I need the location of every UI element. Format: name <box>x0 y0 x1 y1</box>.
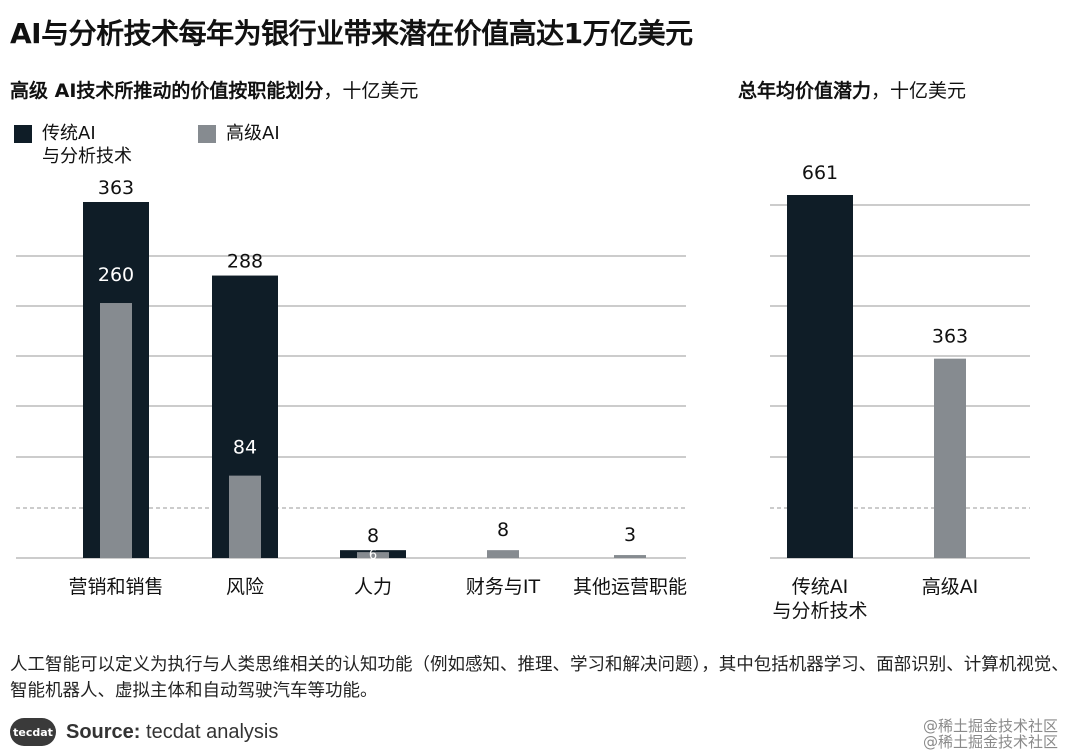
bar-advanced-0 <box>100 303 132 558</box>
legend-swatch-advanced <box>198 125 216 143</box>
label-total-0: 661 <box>802 162 838 184</box>
label-advanced-2: 6 <box>369 548 377 563</box>
bar-advanced-3 <box>487 550 519 558</box>
watermark-line-1: @稀土掘金技术社区 <box>922 717 1058 735</box>
right-subtitle-bold: 总年均价值潜力 <box>738 80 872 102</box>
source-value: tecdat analysis <box>146 720 279 743</box>
legend-label-traditional: 传统AI 与分析技术 <box>42 123 132 167</box>
watermark: @稀土掘金技术社区 @稀土掘金技术社区 <box>923 718 1058 750</box>
source-label: Source: <box>66 720 141 743</box>
label-traditional-1: 288 <box>227 251 263 273</box>
left-subtitle-bold: 高级 AI技术所推动的价值按职能划分 <box>10 80 324 102</box>
tecdat-logo: tecdat <box>10 718 56 746</box>
bar-advanced-2 <box>357 552 389 558</box>
category-label-0: 营销和销售 <box>68 576 163 598</box>
left-subtitle-unit: ，十亿美元 <box>323 80 419 102</box>
source-row: tecdat Source: tecdat analysis <box>10 718 278 746</box>
total-category-label-0: 传统AI 与分析技术 <box>772 576 867 622</box>
legend-item-advanced: 高级AI <box>198 122 280 145</box>
right-chart-subtitle: 总年均价值潜力，十亿美元 <box>738 76 966 103</box>
legend-label-advanced: 高级AI <box>226 123 280 144</box>
total-category-label-1: 高级AI <box>922 576 979 598</box>
label-advanced-1: 84 <box>233 437 257 459</box>
source-text: Source: tecdat analysis <box>66 721 278 744</box>
watermark-line-2: @稀土掘金技术社区 <box>922 733 1058 751</box>
bar-advanced-4 <box>614 555 646 558</box>
right-subtitle-unit: ，十亿美元 <box>871 80 967 102</box>
label-total-1: 363 <box>932 326 968 348</box>
category-label-4: 其他运营职能 <box>573 576 687 598</box>
bar-total-1 <box>934 358 966 558</box>
category-label-2: 人力 <box>354 576 392 598</box>
category-label-3: 财务与IT <box>466 576 541 598</box>
label-traditional-0: 363 <box>98 177 134 199</box>
footnote: 人工智能可以定义为执行与人类思维相关的认知功能（例如感知、推理、学习和解决问题）… <box>10 655 1069 701</box>
label-advanced-3: 8 <box>497 519 509 541</box>
legend-item-traditional: 传统AI 与分析技术 <box>14 122 184 168</box>
label-advanced-4: 3 <box>624 524 636 546</box>
label-traditional-2: 8 <box>367 525 379 547</box>
label-advanced-0: 260 <box>98 264 134 286</box>
charts-canvas: 363260营销和销售28884风险86人力8财务与IT3其他运营职能661传统… <box>16 162 1030 622</box>
category-label-1: 风险 <box>226 576 264 598</box>
bar-advanced-1 <box>229 475 261 558</box>
legend-swatch-traditional <box>14 125 32 143</box>
bar-total-0 <box>787 195 853 558</box>
chart-title: AI与分析技术每年为银行业带来潜在价值高达1万亿美元 <box>10 17 693 50</box>
left-chart-subtitle: 高级 AI技术所推动的价值按职能划分，十亿美元 <box>10 76 418 103</box>
